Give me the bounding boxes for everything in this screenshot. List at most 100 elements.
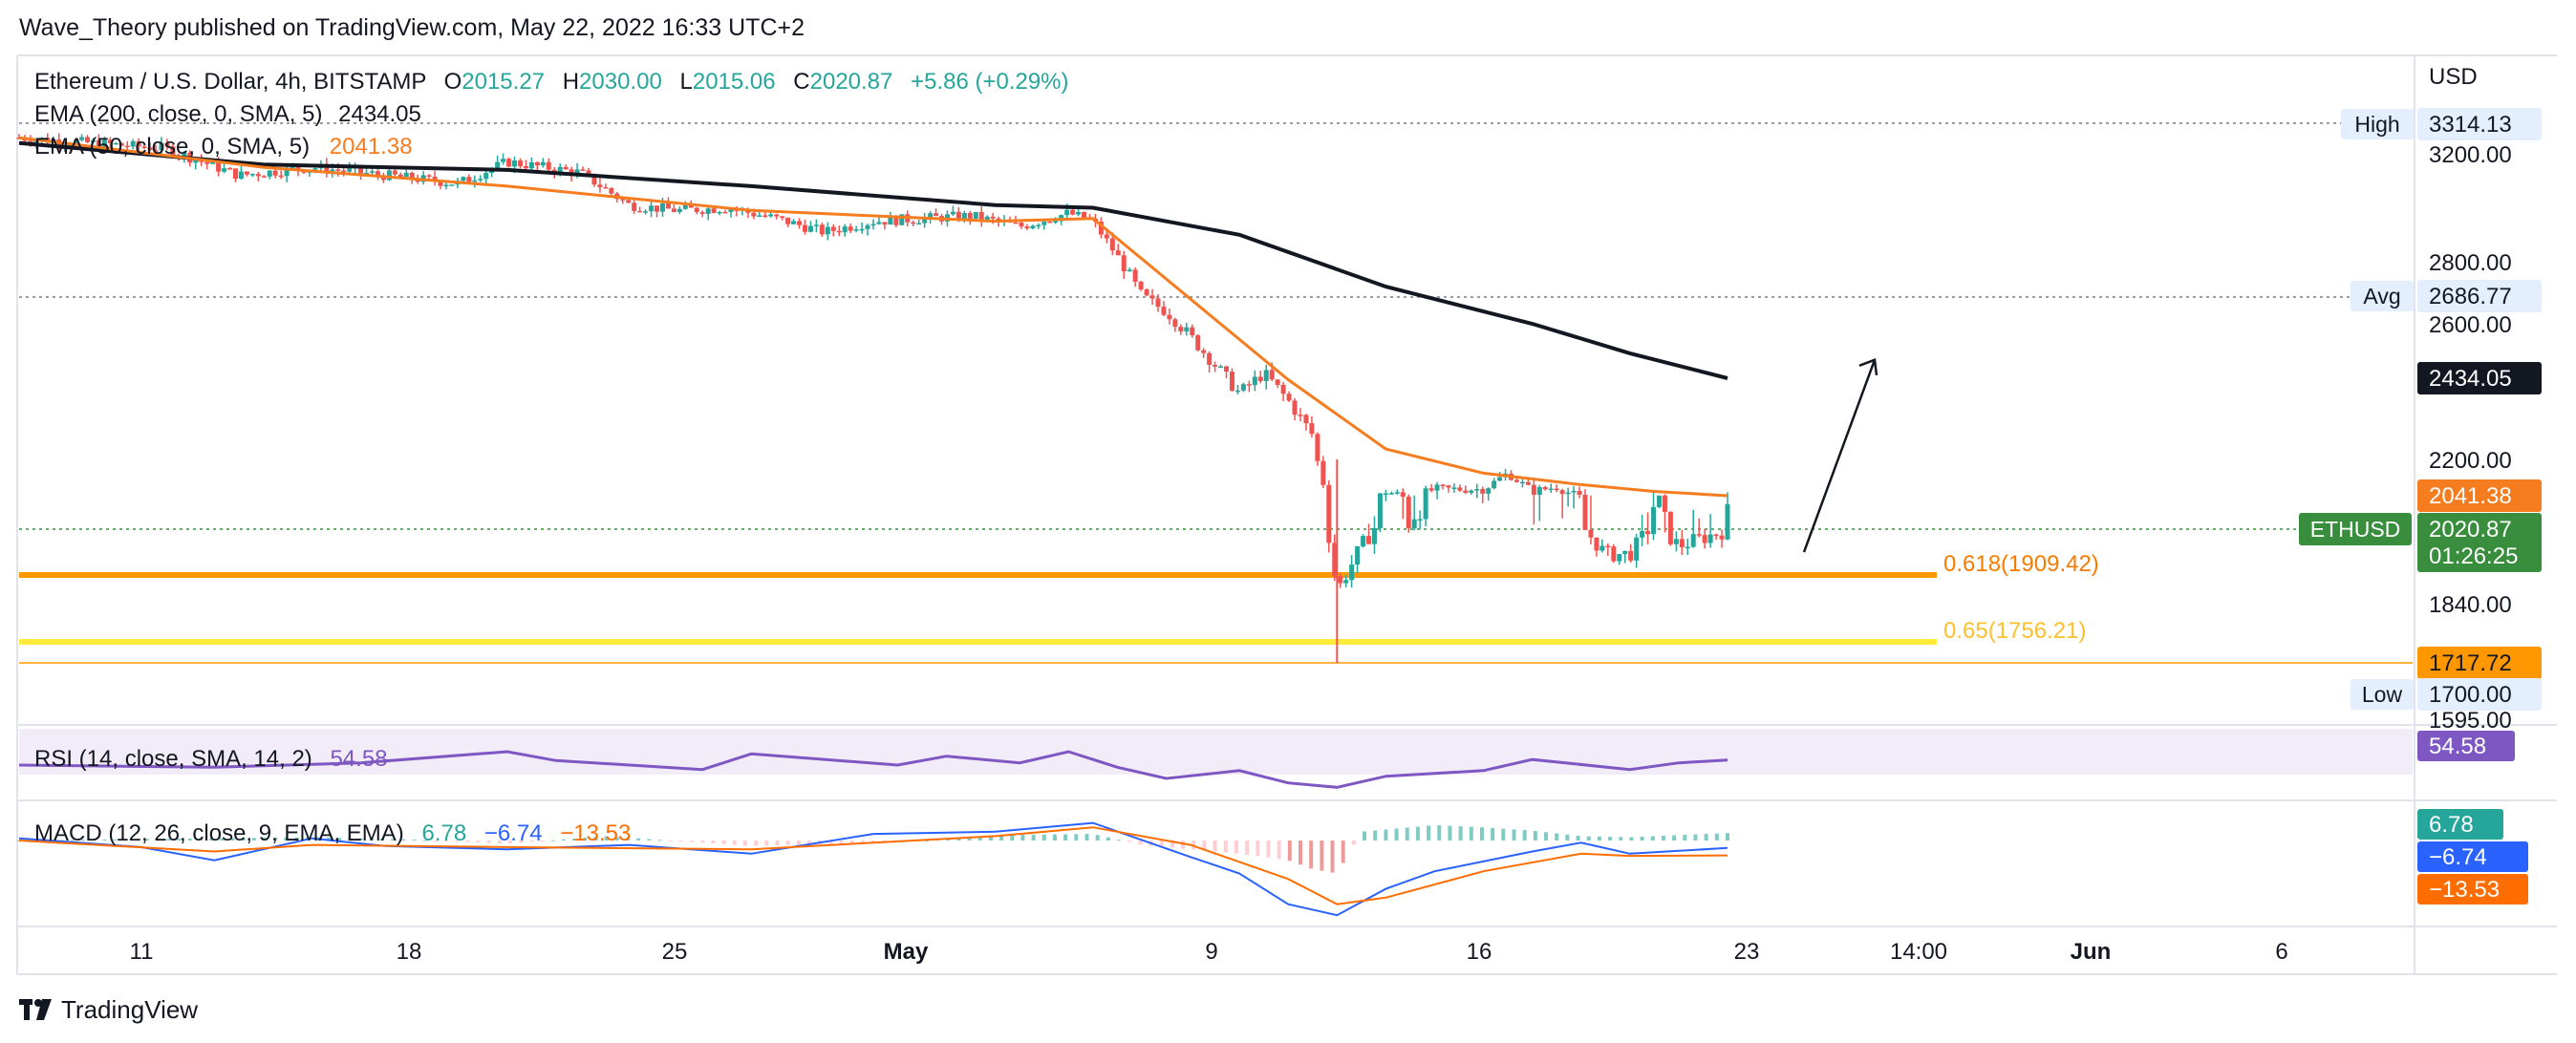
macd-hist-bar [1020, 834, 1025, 841]
candle-body [1702, 535, 1707, 543]
candle-body [1320, 460, 1326, 485]
low-value-bg [2417, 678, 2542, 711]
candle-body [876, 222, 882, 224]
macd-hist-bar [1693, 834, 1698, 841]
candle-body [364, 172, 370, 175]
publisher-line: Wave_Theory published on TradingView.com… [19, 14, 805, 41]
candle-body [1451, 487, 1457, 489]
candle-body [1332, 543, 1338, 577]
macd-hist-bar [1704, 834, 1708, 841]
candles [16, 133, 1730, 588]
ema200-tag: 2434.05 [2429, 366, 2512, 392]
macd-hist-bar [1223, 841, 1228, 853]
macd-hist-bar [348, 838, 353, 841]
macd-hist-bar [860, 841, 865, 844]
high-value: 3314.13 [2429, 112, 2512, 138]
candle-body [495, 161, 501, 169]
candle-body [1201, 350, 1207, 353]
candle-body [1207, 352, 1213, 365]
macd-hist-bar [1384, 829, 1388, 841]
candle-body [830, 226, 836, 231]
candle-body [1656, 495, 1662, 507]
candle-body [483, 173, 489, 180]
footer-brand: TradingView [61, 995, 198, 1024]
candle-body [96, 139, 101, 148]
candle-body [1542, 487, 1548, 490]
candle-body [90, 139, 96, 142]
candle-body [1417, 519, 1423, 521]
macd-hist-bar [113, 839, 118, 841]
price-tag-bg [2417, 513, 2542, 572]
candle-body [580, 169, 586, 171]
fib-65-label: 0.65(1756.21) [1943, 618, 2086, 644]
candle-body [1355, 546, 1361, 565]
candle-body [1725, 503, 1730, 540]
macd-line-tag-bg [2417, 841, 2528, 872]
macd-hist-bar [604, 836, 609, 841]
price-tag: 2020.87 [2429, 517, 2512, 543]
candle-body [813, 224, 819, 226]
x-tick: May [884, 939, 929, 965]
legend-close: 2020.87 [810, 69, 893, 95]
candle-body [1338, 576, 1343, 584]
macd-hist-bar [572, 838, 577, 841]
candle-body [1161, 307, 1167, 315]
candle-body [659, 202, 665, 212]
candle-body [1127, 269, 1132, 272]
candle-body [751, 212, 757, 217]
symbol-tag-bg[interactable] [2299, 513, 2412, 545]
candle-body [1109, 238, 1115, 251]
macd-hist-tag: 6.78 [2429, 812, 2474, 838]
candle-body [1707, 534, 1713, 543]
candle-body [130, 140, 136, 147]
candle-body [1622, 550, 1628, 555]
macd-hist-bar [711, 841, 716, 844]
candle-body [705, 208, 711, 214]
macd-hist-bar [1181, 841, 1186, 849]
candle-body [1366, 536, 1372, 544]
x-tick: 25 [662, 939, 688, 965]
macd-hist-bar [1074, 834, 1079, 841]
candle-body [182, 152, 187, 157]
macd-hist-bar [1266, 841, 1271, 858]
candle-body [28, 140, 33, 143]
low-value: 1700.00 [2429, 682, 2512, 708]
macd-hist-bar [1522, 830, 1527, 841]
candle-body [1224, 366, 1230, 372]
candle-body [415, 179, 420, 182]
candle-body [1019, 223, 1024, 227]
candle-body [626, 200, 632, 203]
macd-hist-bar [70, 840, 75, 841]
macd-hist-bar [742, 841, 747, 846]
candle-body [210, 161, 216, 164]
legend-symbol: Ethereum / U.S. Dollar, 4h, BITSTAMP [34, 69, 426, 95]
macd-hist-bar [1608, 837, 1613, 841]
candle-body [1155, 298, 1161, 308]
candle-body [1149, 295, 1155, 299]
ema50-line [18, 136, 1728, 498]
macd-hist-bar [123, 839, 128, 841]
macd-hist-bar [583, 838, 588, 841]
macd-hist-bar [1544, 832, 1549, 841]
macd-hist-bar [1320, 841, 1324, 871]
candle-body [1388, 493, 1394, 495]
candle-body [1292, 400, 1298, 415]
candle-body [1406, 497, 1411, 529]
candle-body [1104, 234, 1109, 239]
candle-body [825, 226, 830, 235]
candle-body [1513, 479, 1519, 482]
candle-body [859, 228, 865, 231]
candle-body [911, 222, 916, 224]
candle-body [1519, 481, 1525, 484]
candle-body [523, 166, 528, 169]
candle-body [1690, 534, 1696, 547]
macd-hist-bar [476, 841, 481, 843]
macd-hist-bar [1213, 841, 1217, 852]
macd-hist-bar [1586, 836, 1591, 841]
candle-body [358, 166, 364, 174]
candle-body [1195, 335, 1201, 351]
macd-hist-bar [241, 838, 246, 841]
macd-signal-line [18, 826, 1728, 905]
macd-hist-bar [92, 840, 97, 841]
